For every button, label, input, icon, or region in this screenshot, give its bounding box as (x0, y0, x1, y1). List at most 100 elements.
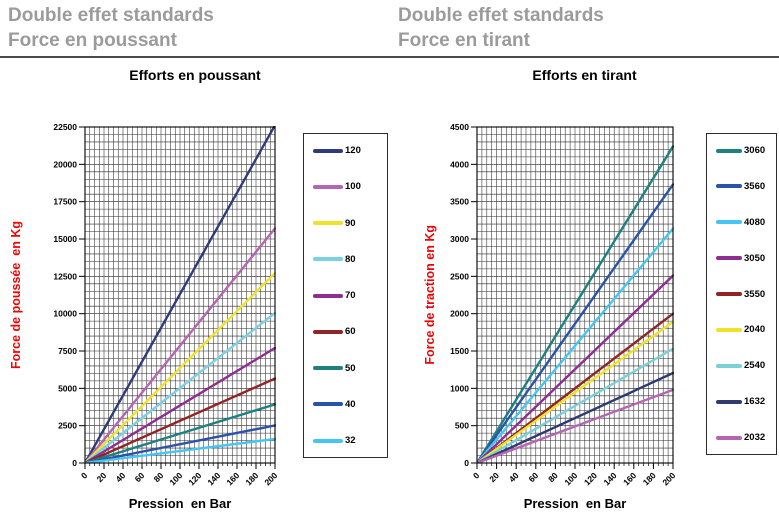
y-tick-label: 5000 (58, 383, 77, 393)
legend-swatch (716, 148, 742, 153)
series-line-1632 (477, 371, 674, 463)
legend-item: 120 (313, 145, 387, 156)
series-line-40 (85, 424, 276, 463)
x-tick-label: 60 (526, 470, 540, 484)
y-tick-label: 3500 (450, 197, 469, 207)
gray-title-line2: Force en tirant (398, 30, 530, 51)
legend-swatch (716, 327, 742, 332)
x-tick-label: 40 (507, 470, 521, 484)
x-tick-label: 160 (224, 470, 241, 487)
axis-ticks (471, 126, 674, 469)
y-tick-label: 10000 (53, 309, 77, 319)
x-tick-label: 100 (562, 470, 579, 487)
x-tick-label: 180 (641, 470, 658, 487)
panel-header-poussant: Double effet standards Force en poussant (0, 0, 390, 58)
legend-box-poussant: 120 100 90 80 70 60 50 40 32 (303, 133, 388, 458)
series-line-100 (85, 227, 276, 463)
legend-swatch (716, 220, 742, 225)
legend-swatch (716, 435, 742, 440)
legend-label: 2040 (744, 324, 766, 336)
legend-label: 4080 (744, 216, 766, 228)
legend-swatch (313, 366, 343, 370)
legend-swatch (313, 329, 343, 334)
x-tick-label: 80 (546, 470, 560, 484)
legend-swatch (313, 148, 343, 153)
legend-label: 3060 (744, 145, 766, 156)
legend-swatch (716, 184, 742, 189)
series-line-3060 (477, 145, 674, 463)
y-tick-label: 7500 (58, 346, 77, 356)
legend-swatch (313, 257, 343, 262)
y-tick-label: 2500 (450, 271, 469, 281)
series-line-4080 (477, 227, 674, 463)
x-tick-label: 100 (167, 470, 184, 487)
legend-item: 3550 (716, 289, 776, 300)
x-tick-label: 60 (133, 470, 147, 484)
legend-item: 32 (313, 435, 387, 446)
x-tick-label: 120 (186, 470, 203, 487)
chart-title-tirant: Efforts en tirant (532, 67, 637, 83)
grid-layer (84, 126, 276, 464)
y-tick-label: 3000 (450, 234, 469, 244)
series-line-90 (85, 271, 276, 463)
legend-swatch (716, 363, 742, 368)
series-line-70 (85, 346, 276, 463)
legend-label: 90 (345, 217, 356, 229)
legend-item: 2040 (716, 324, 776, 335)
y-tick-label: 4500 (450, 122, 469, 132)
series-line-120 (85, 126, 276, 463)
y-tick-label: 15000 (53, 234, 77, 244)
y-tick-label: 17500 (53, 197, 77, 207)
legend-swatch (716, 399, 742, 404)
y-tick-label: 0 (464, 458, 469, 468)
legend-item: 1632 (716, 396, 776, 407)
x-tick-label: 80 (152, 470, 166, 484)
y-tick-label: 2500 (58, 421, 77, 431)
legend-box-tirant: 3060 3560 4080 3050 3550 2040 2540 1632 2032 (706, 133, 777, 455)
x-tick-label: 160 (621, 470, 638, 487)
y-tick-label: 20000 (53, 159, 77, 169)
legend-swatch (313, 184, 343, 189)
gray-title-line2: Force en poussant (8, 30, 177, 51)
x-tick-label: 40 (114, 470, 128, 484)
legend-item: 60 (313, 326, 387, 337)
grid-layer (476, 126, 674, 464)
legend-label: 3560 (744, 180, 766, 192)
legend-label: 40 (345, 398, 356, 410)
y-axis-label: Force de poussée en Kg (9, 221, 23, 369)
x-tick-label: 0 (471, 470, 482, 481)
y-tick-label: 0 (72, 458, 77, 468)
panel-header-tirant: Double effet standards Force en tirant (390, 0, 779, 58)
y-tick-label: 1000 (450, 383, 469, 393)
x-tick-label: 120 (582, 470, 599, 487)
axis-ticks (79, 126, 276, 469)
series-line-32 (85, 437, 276, 463)
x-tick-label: 0 (79, 470, 90, 481)
legend-item: 3060 (716, 145, 776, 156)
legend-swatch (716, 292, 742, 296)
series-line-2540 (477, 347, 674, 463)
x-tick-label: 140 (205, 470, 222, 487)
x-tick-label: 20 (487, 470, 501, 484)
series-line-3560 (477, 183, 674, 463)
series-line-2032 (477, 388, 674, 463)
legend-item: 40 (313, 399, 387, 410)
y-tick-label: 500 (455, 421, 469, 431)
series-line-80 (85, 311, 276, 463)
legend-swatch (313, 402, 343, 407)
legend-swatch (313, 293, 343, 298)
legend-label: 32 (345, 435, 356, 446)
legend-label: 2032 (744, 432, 766, 443)
x-axis-label: Pression en Bar (128, 496, 232, 511)
x-tick-label: 180 (243, 470, 260, 487)
gray-title-line1: Double effet standards (8, 5, 214, 26)
x-tick-label: 20 (95, 470, 109, 484)
legend-label: 1632 (744, 396, 766, 408)
legend-label: 100 (345, 181, 361, 193)
y-tick-label: 1500 (450, 346, 469, 356)
legend-label: 60 (345, 326, 356, 338)
legend-item: 80 (313, 254, 387, 265)
legend-item: 3560 (716, 181, 776, 192)
series-line-3050 (477, 274, 674, 463)
legend-item: 90 (313, 218, 387, 229)
